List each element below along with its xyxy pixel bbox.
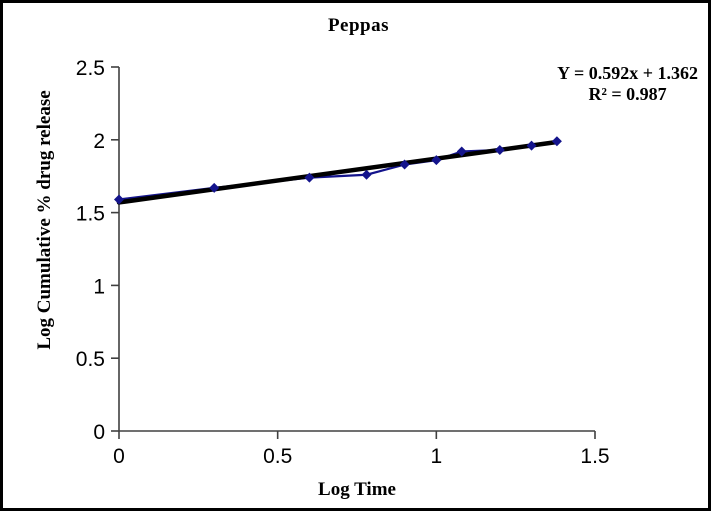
r-squared-line: R² = 0.987: [588, 83, 667, 104]
trendline-equation: Y = 0.592x + 1.362 R² = 0.987: [557, 63, 698, 104]
y-tick-label: 0: [93, 421, 105, 444]
data-point-marker: [526, 140, 537, 151]
x-tick-label: 0.5: [263, 445, 292, 468]
y-tick-label: 1.5: [76, 203, 105, 226]
data-point-marker: [431, 155, 442, 166]
y-tick-label: 2.5: [76, 57, 105, 80]
y-tick-label: 2: [93, 130, 105, 153]
trendline: [116, 139, 560, 205]
equation-line: Y = 0.592x + 1.362: [557, 63, 698, 83]
x-tick-label: 0: [113, 445, 125, 468]
x-axis-title: Log Time: [318, 479, 396, 500]
data-point-marker: [551, 136, 562, 147]
axes-lines: [118, 67, 595, 432]
y-tick-label: 0.5: [76, 348, 105, 371]
plot-svg: 0 0.5 1 1.5 2 2.5 0 0.5 1 1.5: [76, 57, 610, 468]
data-point-marker: [399, 159, 410, 170]
chart-title: Peppas: [327, 15, 390, 36]
data-point-marker: [304, 172, 315, 183]
data-point-marker: [114, 194, 124, 205]
data-point-marker: [494, 144, 505, 155]
y-tick-label: 1: [93, 275, 105, 298]
data-point-marker: [361, 169, 372, 180]
x-tick-label: 1.5: [580, 445, 609, 468]
data-point-marker: [209, 182, 220, 193]
data-point-marker: [456, 146, 467, 157]
x-tick-label: 1: [430, 445, 442, 468]
